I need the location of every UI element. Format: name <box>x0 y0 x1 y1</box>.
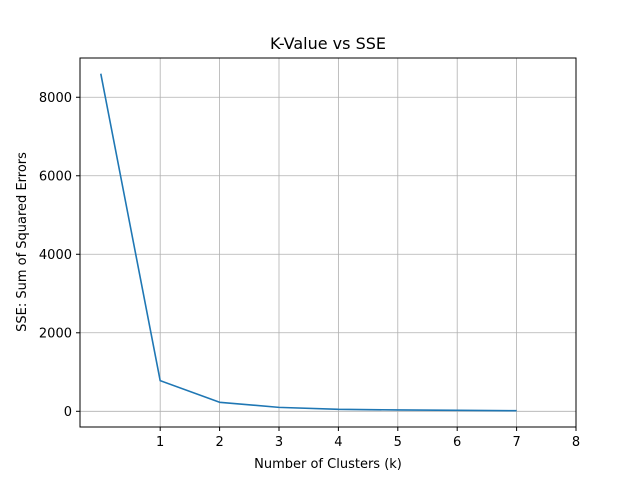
series-layer <box>100 73 517 412</box>
y-tick-label: 2000 <box>39 326 72 341</box>
y-tick-label: 0 <box>64 405 72 420</box>
x-tick-label: 5 <box>394 435 402 450</box>
plot-frame <box>79 57 577 428</box>
sse-line <box>100 73 517 412</box>
x-tick-label: 3 <box>275 435 283 450</box>
x-axis-label: Number of Clusters (k) <box>254 457 402 472</box>
x-tick-label: 1 <box>156 435 164 450</box>
y-tick-label: 4000 <box>39 248 72 263</box>
x-tick-label: 2 <box>215 435 223 450</box>
x-tick-label: 7 <box>512 435 520 450</box>
y-axis-ticks: 0 2000 4000 6000 8000 <box>39 91 80 420</box>
x-tick-label: 6 <box>453 435 461 450</box>
y-tick-label: 8000 <box>39 91 72 106</box>
y-axis-label: SSE: Sum of Squared Errors <box>15 152 30 332</box>
x-axis-ticks: 1 2 3 4 5 6 7 8 <box>156 427 580 450</box>
y-tick-label: 6000 <box>39 169 72 184</box>
x-tick-label: 8 <box>572 435 580 450</box>
x-tick-label: 4 <box>334 435 342 450</box>
chart-title: K-Value vs SSE <box>270 34 386 53</box>
